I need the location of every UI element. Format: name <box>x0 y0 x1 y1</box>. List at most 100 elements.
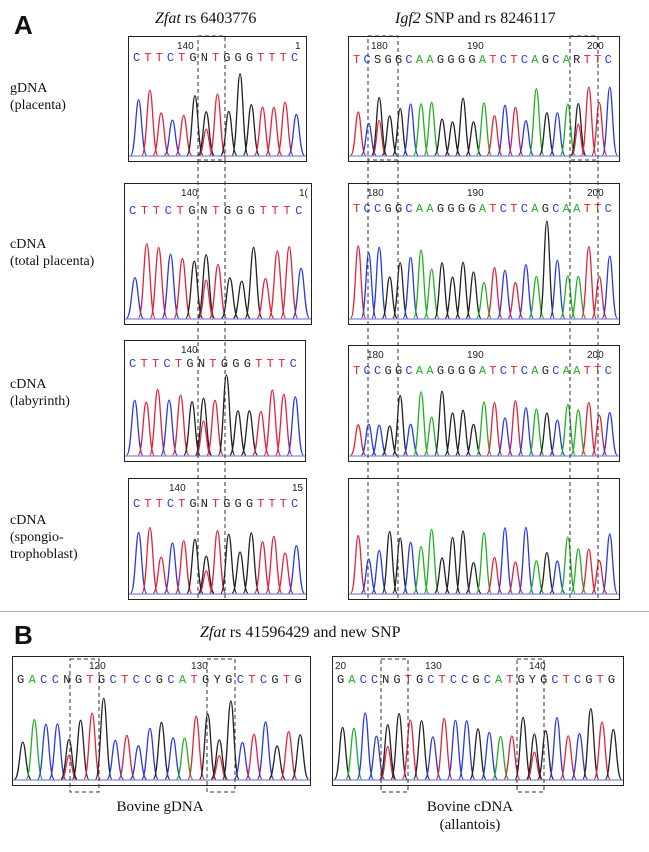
chromatogram-peak <box>591 414 608 456</box>
chromatogram-peak <box>334 726 352 780</box>
tick-label: 140 <box>181 345 198 356</box>
chromatogram-peak <box>254 541 272 594</box>
chromatogram-peak <box>252 410 270 456</box>
chromatogram-peak-secondary <box>372 119 387 156</box>
chromatogram-peak <box>538 220 555 319</box>
chromatogram-peak <box>434 118 451 156</box>
chromatogram-peak <box>593 721 611 780</box>
chromatogram-peak <box>220 110 238 156</box>
chromatogram-peak <box>528 560 545 594</box>
chromatogram-peak <box>435 717 453 780</box>
chromatogram-peak <box>263 389 281 456</box>
chromatogram-peak <box>171 394 190 456</box>
chromatogram-peak-secondary <box>198 128 214 156</box>
chromatogram-peak <box>486 401 503 456</box>
trace-peaks <box>333 707 623 781</box>
snp-box-bovine-gdna-1 <box>69 658 100 793</box>
chromatogram-peak <box>256 721 275 780</box>
chromatogram-peak <box>591 275 608 319</box>
chromatogram-peak <box>14 741 32 780</box>
chromatogram-peak <box>465 423 482 456</box>
chromatogram-peak <box>601 86 618 156</box>
chromatogram-peak-secondary <box>198 279 214 319</box>
chromatogram-peak <box>183 401 201 456</box>
chromatogram-peak <box>231 551 249 594</box>
chromatogram-peak <box>591 101 608 156</box>
chromatogram-peak <box>503 735 521 780</box>
chromatogram-peak <box>141 89 159 156</box>
chromatogram-peak <box>125 276 144 319</box>
chromatogram-peak <box>152 721 171 780</box>
base-call-sequence: CTTCTGNTGGGTTTC <box>133 51 303 65</box>
chromatogram-peak <box>591 559 608 594</box>
chromatogram-igf2-cdna-spongio <box>348 478 620 600</box>
chromatogram-peak <box>130 531 148 594</box>
chromatogram-peak <box>434 390 451 456</box>
chromatogram-peak <box>350 534 367 594</box>
chromatogram-peak <box>222 700 240 780</box>
chromatogram-peak <box>392 537 409 594</box>
chromatogram-peak <box>163 119 181 156</box>
chromatogram-peak <box>580 548 597 594</box>
chromatogram-peak <box>163 542 181 594</box>
chromatogram-peak <box>559 275 576 319</box>
chromatogram-peak <box>173 257 192 319</box>
chromatogram-peak <box>455 409 472 456</box>
chromatogram-peak <box>137 243 156 319</box>
trace-peaks <box>125 374 305 457</box>
tick-label: 1( <box>299 188 308 199</box>
snp-box-igf2-right <box>569 35 599 161</box>
row-label-gdna-placenta: gDNA (placenta) <box>10 81 66 113</box>
tick-label: 130 <box>191 661 208 672</box>
trace-peaks <box>129 527 306 595</box>
chromatogram-peak <box>292 267 311 319</box>
chromatogram-peak <box>517 407 534 456</box>
chromatogram-peak <box>517 264 534 319</box>
chromatogram-peak <box>465 121 482 156</box>
chromatogram-peak <box>199 713 217 780</box>
tick-label: 130 <box>425 661 442 672</box>
chromatogram-zfat-cdna-spongio: 140 15 CTTCTGNTGGGTTTC <box>128 478 307 600</box>
chromatogram-peak <box>486 556 503 594</box>
chromatogram-peak <box>517 526 534 594</box>
chromatogram-peak <box>476 401 492 456</box>
chromatogram-peak <box>413 545 430 594</box>
chromatogram-peak <box>208 529 227 594</box>
chromatogram-peak <box>486 267 503 319</box>
chromatogram-peak <box>175 737 194 780</box>
chromatogram-peak <box>559 403 576 456</box>
chromatogram-peak <box>197 555 215 594</box>
chromatogram-peak <box>548 716 566 780</box>
chromatogram-peak <box>476 532 492 594</box>
chromatogram-peak <box>60 738 78 780</box>
chromatogram-peak <box>559 103 576 156</box>
chromatogram-peak <box>175 540 193 594</box>
tick-label: 20 <box>335 661 347 672</box>
row-label-cdna-spongiotrophoblast: cDNA (spongio-trophoblast) <box>10 513 78 562</box>
chromatogram-peak <box>423 268 440 319</box>
chromatogram-peak <box>549 259 566 319</box>
chromatogram-peak <box>161 253 180 319</box>
chromatogram-peak <box>367 735 386 780</box>
chromatogram-peak <box>350 245 367 319</box>
chromatogram-peak <box>118 734 136 780</box>
chromatogram-peak <box>525 733 543 780</box>
chromatogram-peak <box>371 424 388 456</box>
chromatogram-peak <box>528 408 545 456</box>
chromatogram-peak-secondary <box>380 745 396 780</box>
chromatogram-peak <box>413 391 430 456</box>
chromatogram-peak <box>604 728 622 780</box>
chromatogram-zfat-cdna-total: 140 1( CTTCTGNTGGGTTTC <box>124 183 312 325</box>
chromatogram-peak <box>392 394 409 456</box>
chromatogram-peak <box>126 399 144 456</box>
snp-box-bovine-cdna-2 <box>516 658 545 793</box>
chromatogram-peak <box>94 697 113 780</box>
chromatogram-peak <box>129 745 148 780</box>
tick-label: 190 <box>467 350 484 361</box>
chromatogram-peak <box>186 95 204 156</box>
base-call-sequence: CTTCTGNTGGGTTTC <box>129 204 308 218</box>
chromatogram-peak <box>538 412 555 456</box>
trace-peaks <box>129 73 306 157</box>
chromatogram-peak <box>455 97 472 156</box>
tick-label: 200 <box>587 350 604 361</box>
